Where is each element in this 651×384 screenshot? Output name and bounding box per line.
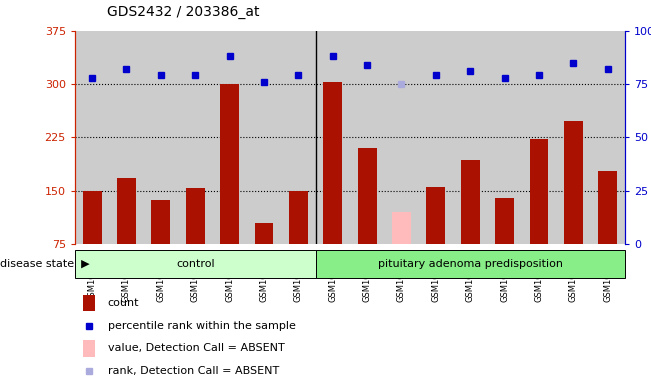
Text: value, Detection Call = ABSENT: value, Detection Call = ABSENT [108,343,284,353]
Bar [461,160,480,244]
Bar [220,84,239,244]
Bar [186,189,204,244]
Bar [289,190,308,244]
Bar [255,223,273,244]
Text: disease state  ▶: disease state ▶ [0,259,90,269]
Bar [83,295,95,311]
Bar [152,200,171,244]
Bar [75,250,316,278]
Text: GDS2432 / 203386_at: GDS2432 / 203386_at [107,5,260,19]
Bar [529,139,548,244]
Bar [316,250,625,278]
Bar [564,121,583,244]
Bar [598,170,617,244]
Text: control: control [176,259,215,269]
Text: percentile rank within the sample: percentile rank within the sample [108,321,296,331]
Bar [495,198,514,244]
Bar [117,178,136,244]
Bar [83,340,95,357]
Bar [324,82,342,244]
Bar [357,148,376,244]
Text: count: count [108,298,139,308]
Bar [83,190,102,244]
Bar [426,187,445,244]
Bar [392,212,411,244]
Text: pituitary adenoma predisposition: pituitary adenoma predisposition [378,259,562,269]
Text: rank, Detection Call = ABSENT: rank, Detection Call = ABSENT [108,366,279,376]
